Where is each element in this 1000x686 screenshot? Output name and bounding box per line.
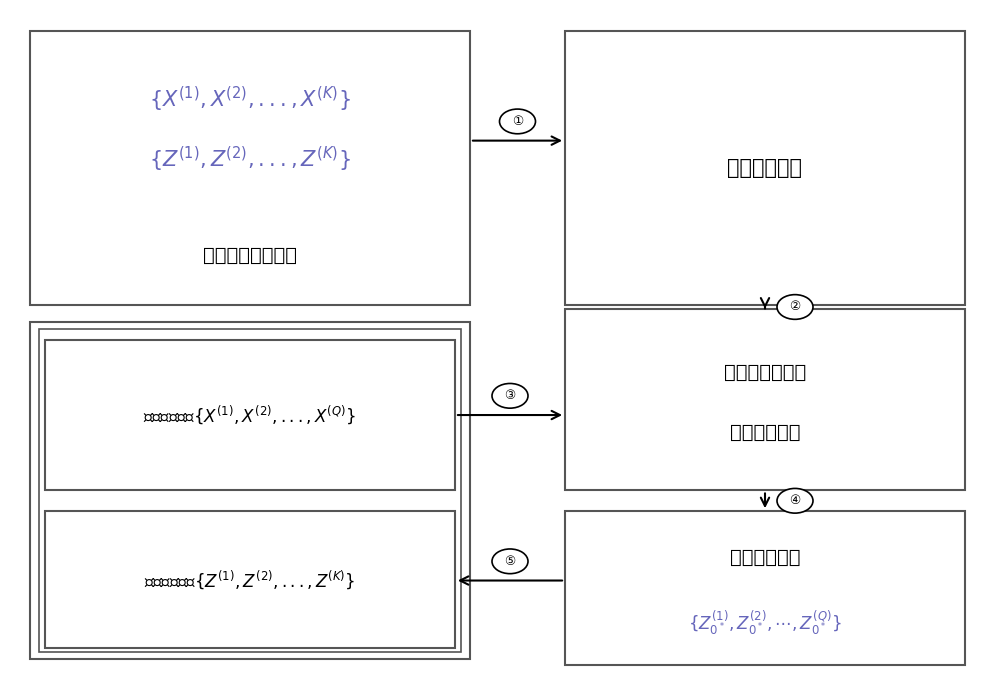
Bar xyxy=(565,31,965,305)
Bar xyxy=(565,309,965,490)
Bar xyxy=(30,322,470,659)
Text: $\{Z_{0^*}^{(1)},Z_{0^*}^{(2)},\cdots,Z_{0^*}^{(Q)}\}$: $\{Z_{0^*}^{(1)},Z_{0^*}^{(2)},\cdots,Z_… xyxy=(688,608,842,637)
Text: ④: ④ xyxy=(789,495,801,507)
Text: ③: ③ xyxy=(504,390,516,402)
Circle shape xyxy=(492,383,528,408)
Circle shape xyxy=(492,549,528,573)
Text: 预设网络模型: 预设网络模型 xyxy=(727,158,802,178)
Circle shape xyxy=(500,109,536,134)
Text: 检测网络模型: 检测网络模型 xyxy=(730,423,800,442)
Bar xyxy=(565,511,965,665)
Text: 预测频谱状态: 预测频谱状态 xyxy=(730,548,800,567)
Bar xyxy=(45,340,455,490)
Text: ①: ① xyxy=(512,115,523,128)
Bar xyxy=(45,511,455,648)
Text: ⑤: ⑤ xyxy=(504,555,516,568)
Text: 训练输入样本数据: 训练输入样本数据 xyxy=(203,246,297,265)
Text: $\{X^{(1)},X^{(2)},...,X^{(K)}\}$: $\{X^{(1)},X^{(2)},...,X^{(K)}\}$ xyxy=(149,85,351,114)
Circle shape xyxy=(777,295,813,320)
Text: ②: ② xyxy=(789,300,801,314)
Circle shape xyxy=(777,488,813,513)
Text: 测试集标签：$\{Z^{(1)},Z^{(2)},...,Z^{(K)}\}$: 测试集标签：$\{Z^{(1)},Z^{(2)},...,Z^{(K)}\}$ xyxy=(144,568,356,591)
Text: 训练完成的频谱: 训练完成的频谱 xyxy=(724,363,806,382)
Text: 测试集数据：$\{X^{(1)},X^{(2)},...,X^{(Q)}\}$: 测试集数据：$\{X^{(1)},X^{(2)},...,X^{(Q)}\}$ xyxy=(143,403,357,427)
Bar xyxy=(30,31,470,305)
Text: $\{Z^{(1)},Z^{(2)},...,Z^{(K)}\}$: $\{Z^{(1)},Z^{(2)},...,Z^{(K)}\}$ xyxy=(149,145,351,174)
Bar xyxy=(39,329,461,652)
